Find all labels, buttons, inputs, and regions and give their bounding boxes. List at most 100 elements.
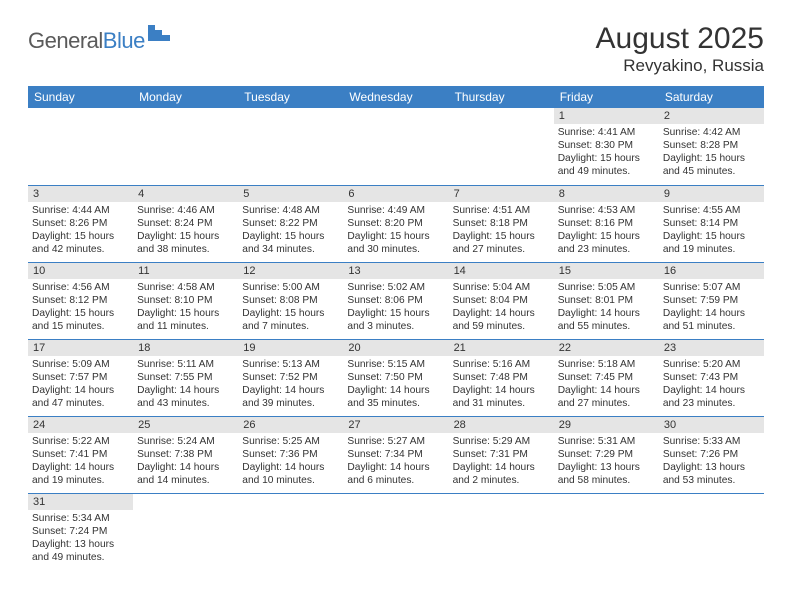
daylight-text: Daylight: 15 hours and 11 minutes. bbox=[137, 307, 234, 333]
day-body: Sunrise: 4:41 AMSunset: 8:30 PMDaylight:… bbox=[554, 124, 659, 180]
daylight-text: Daylight: 15 hours and 19 minutes. bbox=[663, 230, 760, 256]
day-body: Sunrise: 5:04 AMSunset: 8:04 PMDaylight:… bbox=[449, 279, 554, 335]
day-number: 7 bbox=[449, 186, 554, 202]
calendar-cell-empty bbox=[343, 108, 448, 185]
sunrise-text: Sunrise: 5:31 AM bbox=[558, 435, 655, 448]
calendar-cell-empty bbox=[238, 493, 343, 570]
sunset-text: Sunset: 7:48 PM bbox=[453, 371, 550, 384]
daylight-text: Daylight: 14 hours and 14 minutes. bbox=[137, 461, 234, 487]
calendar-cell: 6 Sunrise: 4:49 AMSunset: 8:20 PMDaylight… bbox=[343, 185, 448, 262]
day-number: 4 bbox=[133, 186, 238, 202]
daylight-text: Daylight: 15 hours and 49 minutes. bbox=[558, 152, 655, 178]
calendar-cell: 27Sunrise: 5:27 AMSunset: 7:34 PMDayligh… bbox=[343, 416, 448, 493]
sunset-text: Sunset: 8:26 PM bbox=[32, 217, 129, 230]
daylight-text: Daylight: 15 hours and 3 minutes. bbox=[347, 307, 444, 333]
calendar-cell: 25Sunrise: 5:24 AMSunset: 7:38 PMDayligh… bbox=[133, 416, 238, 493]
sunset-text: Sunset: 8:24 PM bbox=[137, 217, 234, 230]
sunrise-text: Sunrise: 4:51 AM bbox=[453, 204, 550, 217]
day-body: Sunrise: 5:24 AMSunset: 7:38 PMDaylight:… bbox=[133, 433, 238, 489]
day-number: 19 bbox=[238, 340, 343, 356]
sunrise-text: Sunrise: 5:02 AM bbox=[347, 281, 444, 294]
daylight-text: Daylight: 14 hours and 10 minutes. bbox=[242, 461, 339, 487]
daylight-text: Daylight: 14 hours and 23 minutes. bbox=[663, 384, 760, 410]
calendar-cell: 17Sunrise: 5:09 AMSunset: 7:57 PMDayligh… bbox=[28, 339, 133, 416]
day-number: 14 bbox=[449, 263, 554, 279]
day-body: Sunrise: 5:09 AMSunset: 7:57 PMDaylight:… bbox=[28, 356, 133, 412]
day-body: Sunrise: 5:13 AMSunset: 7:52 PMDaylight:… bbox=[238, 356, 343, 412]
calendar-cell-empty bbox=[659, 493, 764, 570]
day-body: Sunrise: 5:05 AMSunset: 8:01 PMDaylight:… bbox=[554, 279, 659, 335]
sunrise-text: Sunrise: 4:58 AM bbox=[137, 281, 234, 294]
day-number: 6 bbox=[343, 186, 448, 202]
day-body: Sunrise: 5:33 AMSunset: 7:26 PMDaylight:… bbox=[659, 433, 764, 489]
flag-icon bbox=[148, 25, 172, 48]
daylight-text: Daylight: 15 hours and 30 minutes. bbox=[347, 230, 444, 256]
calendar-cell: 18Sunrise: 5:11 AMSunset: 7:55 PMDayligh… bbox=[133, 339, 238, 416]
sunset-text: Sunset: 8:20 PM bbox=[347, 217, 444, 230]
calendar-row: 17Sunrise: 5:09 AMSunset: 7:57 PMDayligh… bbox=[28, 339, 764, 416]
day-body: Sunrise: 5:31 AMSunset: 7:29 PMDaylight:… bbox=[554, 433, 659, 489]
weekday-header: Saturday bbox=[659, 86, 764, 108]
day-body: Sunrise: 5:15 AMSunset: 7:50 PMDaylight:… bbox=[343, 356, 448, 412]
sunrise-text: Sunrise: 4:49 AM bbox=[347, 204, 444, 217]
sunset-text: Sunset: 7:41 PM bbox=[32, 448, 129, 461]
sunset-text: Sunset: 7:26 PM bbox=[663, 448, 760, 461]
day-number: 5 bbox=[238, 186, 343, 202]
weekday-header: Wednesday bbox=[343, 86, 448, 108]
day-number: 12 bbox=[238, 263, 343, 279]
calendar-cell: 21Sunrise: 5:16 AMSunset: 7:48 PMDayligh… bbox=[449, 339, 554, 416]
sunset-text: Sunset: 8:06 PM bbox=[347, 294, 444, 307]
calendar-cell: 29Sunrise: 5:31 AMSunset: 7:29 PMDayligh… bbox=[554, 416, 659, 493]
sunrise-text: Sunrise: 4:41 AM bbox=[558, 126, 655, 139]
location: Revyakino, Russia bbox=[596, 56, 764, 76]
calendar-cell: 31Sunrise: 5:34 AMSunset: 7:24 PMDayligh… bbox=[28, 493, 133, 570]
day-number: 11 bbox=[133, 263, 238, 279]
calendar-cell: 10Sunrise: 4:56 AMSunset: 8:12 PMDayligh… bbox=[28, 262, 133, 339]
sunset-text: Sunset: 7:59 PM bbox=[663, 294, 760, 307]
daylight-text: Daylight: 15 hours and 23 minutes. bbox=[558, 230, 655, 256]
sunrise-text: Sunrise: 5:22 AM bbox=[32, 435, 129, 448]
calendar-cell: 20Sunrise: 5:15 AMSunset: 7:50 PMDayligh… bbox=[343, 339, 448, 416]
calendar-cell: 26Sunrise: 5:25 AMSunset: 7:36 PMDayligh… bbox=[238, 416, 343, 493]
month-title: August 2025 bbox=[596, 22, 764, 56]
calendar-cell: 15Sunrise: 5:05 AMSunset: 8:01 PMDayligh… bbox=[554, 262, 659, 339]
calendar-cell-empty bbox=[28, 108, 133, 185]
sunset-text: Sunset: 8:22 PM bbox=[242, 217, 339, 230]
day-number: 3 bbox=[28, 186, 133, 202]
daylight-text: Daylight: 15 hours and 7 minutes. bbox=[242, 307, 339, 333]
daylight-text: Daylight: 14 hours and 2 minutes. bbox=[453, 461, 550, 487]
sunrise-text: Sunrise: 5:18 AM bbox=[558, 358, 655, 371]
calendar-cell: 23Sunrise: 5:20 AMSunset: 7:43 PMDayligh… bbox=[659, 339, 764, 416]
sunset-text: Sunset: 7:43 PM bbox=[663, 371, 760, 384]
sunset-text: Sunset: 7:31 PM bbox=[453, 448, 550, 461]
title-block: August 2025 Revyakino, Russia bbox=[596, 22, 764, 76]
sunset-text: Sunset: 8:12 PM bbox=[32, 294, 129, 307]
sunrise-text: Sunrise: 4:44 AM bbox=[32, 204, 129, 217]
day-body: Sunrise: 5:34 AMSunset: 7:24 PMDaylight:… bbox=[28, 510, 133, 566]
daylight-text: Daylight: 14 hours and 47 minutes. bbox=[32, 384, 129, 410]
daylight-text: Daylight: 14 hours and 6 minutes. bbox=[347, 461, 444, 487]
daylight-text: Daylight: 14 hours and 39 minutes. bbox=[242, 384, 339, 410]
sunset-text: Sunset: 8:18 PM bbox=[453, 217, 550, 230]
daylight-text: Daylight: 14 hours and 55 minutes. bbox=[558, 307, 655, 333]
sunset-text: Sunset: 7:38 PM bbox=[137, 448, 234, 461]
sunset-text: Sunset: 8:30 PM bbox=[558, 139, 655, 152]
day-body: Sunrise: 5:22 AMSunset: 7:41 PMDaylight:… bbox=[28, 433, 133, 489]
calendar-cell-empty bbox=[133, 493, 238, 570]
weekday-header: Sunday bbox=[28, 86, 133, 108]
day-number: 8 bbox=[554, 186, 659, 202]
sunrise-text: Sunrise: 5:13 AM bbox=[242, 358, 339, 371]
day-body: Sunrise: 5:07 AMSunset: 7:59 PMDaylight:… bbox=[659, 279, 764, 335]
day-body: Sunrise: 5:25 AMSunset: 7:36 PMDaylight:… bbox=[238, 433, 343, 489]
calendar-cell: 3Sunrise: 4:44 AMSunset: 8:26 PMDaylight… bbox=[28, 185, 133, 262]
day-body: Sunrise: 4:58 AMSunset: 8:10 PMDaylight:… bbox=[133, 279, 238, 335]
calendar-cell: 1Sunrise: 4:41 AMSunset: 8:30 PMDaylight… bbox=[554, 108, 659, 185]
sunset-text: Sunset: 7:24 PM bbox=[32, 525, 129, 538]
sunset-text: Sunset: 7:52 PM bbox=[242, 371, 339, 384]
sunrise-text: Sunrise: 5:07 AM bbox=[663, 281, 760, 294]
calendar-cell: 13Sunrise: 5:02 AMSunset: 8:06 PMDayligh… bbox=[343, 262, 448, 339]
weekday-header: Tuesday bbox=[238, 86, 343, 108]
sunrise-text: Sunrise: 5:04 AM bbox=[453, 281, 550, 294]
calendar-body: 1Sunrise: 4:41 AMSunset: 8:30 PMDaylight… bbox=[28, 108, 764, 570]
header: General Blue August 2025 Revyakino, Russ… bbox=[28, 22, 764, 76]
